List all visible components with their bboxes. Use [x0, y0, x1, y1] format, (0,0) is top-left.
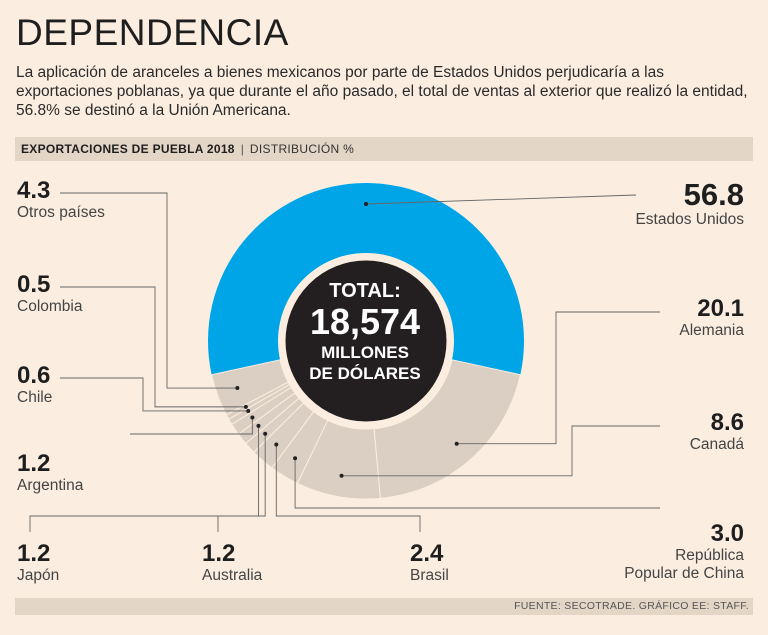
leader-dot-7	[250, 415, 255, 420]
leader-dot-4	[274, 442, 279, 447]
center-total-label: TOTAL:	[329, 280, 401, 302]
leader-dot-10	[235, 386, 240, 391]
name-china-1: República	[675, 547, 744, 564]
description: La aplicación de aranceles a bienes mexi…	[16, 64, 748, 119]
name-chile: Chile	[17, 389, 53, 406]
value-otros: 4.3	[17, 177, 51, 204]
leader-dot-1	[454, 441, 459, 446]
label-otros: 4.3 Otros países	[17, 178, 105, 222]
label-argentina: 1.2 Argentina	[17, 451, 83, 495]
label-japon: 1.2 Japón	[17, 541, 59, 585]
label-australia: 1.2 Australia	[202, 541, 262, 585]
value-alemania: 20.1	[697, 295, 744, 322]
center-circle	[282, 257, 450, 425]
center-label: TOTAL: 18,574 MILLONES DE DÓLARES	[300, 280, 430, 384]
leader-line-4	[275, 444, 421, 532]
leader-dot-3	[293, 456, 298, 461]
value-japon: 1.2	[17, 540, 51, 567]
name-colombia: Colombia	[17, 298, 83, 315]
leader-line-7	[130, 417, 253, 435]
label-chile: 0.6 Chile	[17, 363, 52, 407]
section-subtitle: DISTRIBUCIÓN %	[249, 142, 355, 156]
slice-otros-pa-ses	[211, 359, 289, 416]
leader-dot-5	[263, 431, 268, 436]
value-colombia: 0.5	[17, 271, 51, 298]
leader-dot-6	[256, 423, 261, 428]
label-china: 3.0 República Popular de China	[624, 521, 744, 583]
leader-line-0	[365, 194, 637, 205]
leader-dot-2	[339, 473, 344, 478]
leader-line-6	[29, 425, 259, 532]
label-canada: 8.6 Canadá	[690, 410, 744, 454]
leader-lines	[29, 192, 660, 532]
value-canada: 8.6	[710, 409, 744, 436]
name-alemania: Alemania	[679, 322, 744, 339]
name-china-2: Popular de China	[624, 565, 744, 582]
leader-dot-9	[243, 404, 248, 409]
section-header: EXPORTACIONES DE PUEBLA 2018 | DISTRIBUC…	[15, 137, 753, 161]
leader-dot-8	[246, 408, 251, 413]
label-alemania: 20.1 Alemania	[679, 296, 744, 340]
page-title: DEPENDENCIA	[16, 12, 289, 53]
name-argentina: Argentina	[17, 477, 84, 494]
leader-line-9	[60, 286, 246, 408]
leader-line-1	[456, 311, 660, 445]
value-argentina: 1.2	[17, 450, 51, 477]
label-colombia: 0.5 Colombia	[17, 272, 82, 316]
leader-line-10	[60, 192, 238, 389]
leader-line-3	[294, 458, 660, 509]
name-canada: Canadá	[689, 436, 744, 453]
value-brasil: 2.4	[410, 540, 444, 567]
section-separator: |	[240, 142, 244, 156]
slice-alemania	[373, 359, 521, 499]
source-text: FUENTE: SECOTRADE. GRÁFICO EE: STAFF.	[514, 600, 749, 612]
label-estados-unidos: 56.8 Estados Unidos	[635, 178, 744, 229]
value-estados-unidos: 56.8	[683, 177, 744, 212]
value-chile: 0.6	[17, 362, 51, 389]
name-estados-unidos: Estados Unidos	[635, 211, 744, 228]
value-australia: 1.2	[202, 540, 236, 567]
leader-line-8	[60, 377, 249, 412]
center-unit-line2: DE DÓLARES	[309, 364, 421, 383]
name-brasil: Brasil	[410, 567, 449, 584]
center-total-value: 18,574	[309, 301, 421, 342]
value-china: 3.0	[710, 520, 744, 547]
leader-dot-0	[364, 202, 368, 206]
name-australia: Australia	[202, 567, 263, 584]
name-otros: Otros países	[17, 204, 105, 221]
source-bar: FUENTE: SECOTRADE. GRÁFICO EE: STAFF.	[15, 598, 753, 615]
center-unit-line1: MILLONES	[321, 343, 409, 362]
leader-line-2	[341, 425, 660, 477]
section-title: EXPORTACIONES DE PUEBLA 2018	[21, 142, 235, 156]
slice-estados-unidos	[208, 183, 524, 375]
name-japon: Japón	[17, 567, 60, 584]
label-brasil: 2.4 Brasil	[410, 541, 449, 585]
